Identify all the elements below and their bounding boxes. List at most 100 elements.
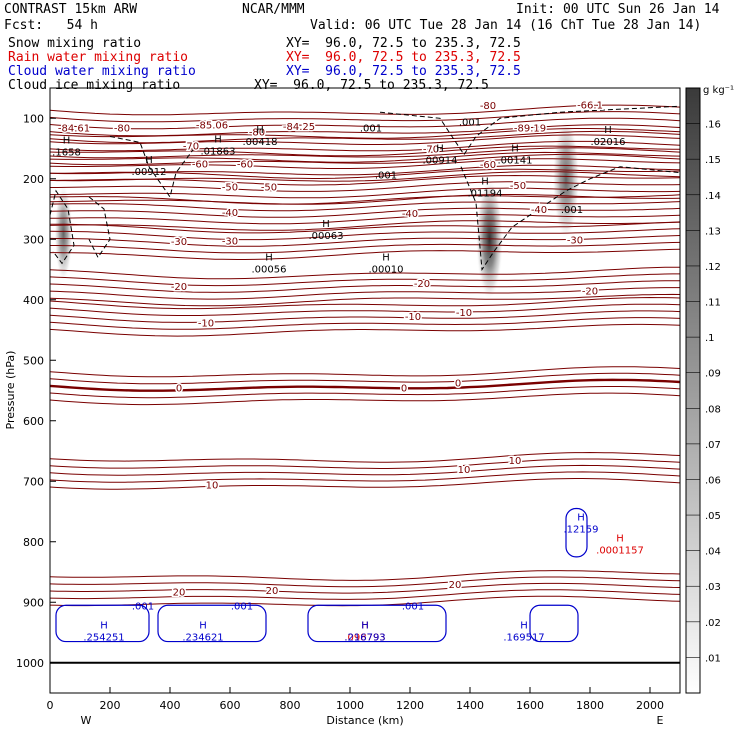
x-tick-label: 1600 (516, 699, 544, 712)
ice-contour-label: .001 (360, 123, 382, 134)
colorbar-tick-label: .04 (705, 547, 721, 558)
isotherm-label: -10 (405, 312, 421, 323)
max-marker: H (214, 134, 222, 145)
init-time: Init: 00 UTC Sun 26 Jan 14 (516, 2, 720, 17)
isotherm-label: -10 (198, 319, 214, 330)
colorbar-tick-label: .16 (705, 120, 721, 131)
cloud-water-contour (157, 604, 267, 643)
isotherm-line (50, 104, 680, 116)
max-value-label: .00418 (243, 137, 278, 148)
isotherm-line (50, 589, 680, 600)
isotherm-line (50, 293, 680, 307)
cloud-contour-label: .001 (402, 601, 424, 612)
max-value-label: .254251 (83, 633, 124, 644)
isotherm-line (50, 317, 680, 330)
isotherm-line (50, 280, 680, 293)
y-tick-label: 400 (23, 294, 44, 307)
isotherm-line (50, 174, 680, 186)
isotherm-line (50, 207, 680, 218)
x-tick-label: 1200 (396, 699, 424, 712)
y-axis-label: Pressure (hPa) (4, 351, 17, 430)
max-value-label: .01863 (201, 146, 236, 157)
x-tick-label: 1000 (336, 699, 364, 712)
colorbar (685, 87, 701, 694)
max-value-label: .00063 (309, 231, 344, 242)
isotherm-line (50, 128, 680, 139)
y-tick-label: 500 (23, 354, 44, 367)
isotherm-line (50, 266, 680, 280)
max-value-label: .01194 (468, 189, 503, 200)
isotherm-line (50, 287, 680, 300)
isotherm-label: -50 (261, 183, 277, 194)
colorbar-tick-label: .06 (705, 475, 721, 486)
max-marker: H (322, 219, 330, 230)
east-label: E (657, 714, 664, 727)
max-value-label: .00141 (498, 155, 533, 166)
cloud-legend-xy: XY= 96.0, 72.5 to 235.3, 72.5 (286, 64, 521, 79)
max-value-label: .00914 (423, 155, 458, 166)
x-tick-label: 1400 (456, 699, 484, 712)
max-marker: H (481, 177, 489, 188)
isotherm-line (50, 134, 680, 145)
isotherm-line (50, 273, 680, 287)
ice-legend-xy: XY= 96.0, 72.5 to 235.3, 72.5 (254, 78, 489, 93)
colorbar-tick-label: .1 (705, 333, 715, 344)
snow-cell (552, 118, 580, 240)
ice-contour (50, 189, 75, 265)
max-marker: H (145, 155, 153, 166)
max-marker: H (511, 143, 519, 154)
colorbar-tick-label: .09 (705, 369, 721, 380)
isotherm-line (50, 386, 680, 399)
isotherm-label: 10 (206, 480, 219, 491)
max-value-label: .216793 (344, 633, 385, 644)
colorbar-tick-label: .05 (705, 511, 721, 522)
ice-contour (88, 196, 111, 259)
y-tick-label: 600 (23, 415, 44, 428)
y-tick-label: 200 (23, 173, 44, 186)
cloud-contour-label: .001 (132, 601, 154, 612)
isotherm-line (50, 117, 680, 130)
org-label: NCAR/MMM (242, 2, 305, 17)
max-marker: H (577, 512, 585, 523)
ice-legend-label: Cloud ice mixing ratio (8, 78, 181, 93)
isotherm-line (50, 221, 680, 234)
valid-time: Valid: 06 UTC Tue 28 Jan 14 (16 ChT Tue … (310, 18, 702, 33)
ice-contour-label: .001 (561, 205, 583, 216)
ice-contour (109, 135, 195, 199)
isotherm-label: -80 (480, 101, 496, 112)
isotherm-line (50, 570, 680, 581)
isotherm-label: -60 (480, 160, 496, 171)
rain-legend-label: Rain water mixing ratio (8, 50, 189, 65)
y-tick-label: 800 (23, 536, 44, 549)
max-value-label: .0001157 (596, 546, 644, 557)
ice-contour (379, 105, 680, 156)
y-tick-label: 700 (23, 475, 44, 488)
cloud-water-contour (307, 604, 447, 643)
isotherm-line (50, 158, 680, 169)
max-marker: H (361, 621, 369, 632)
isotherm-label: -80 (114, 123, 130, 134)
isotherm-line (50, 582, 680, 594)
isotherm-label: 0 (455, 379, 461, 390)
colorbar-tick-label: .01 (705, 653, 721, 664)
isotherm-line (50, 151, 680, 163)
isotherm-label: -30 (222, 236, 238, 247)
max-marker: H (361, 621, 369, 632)
isotherm-label: -80 (249, 128, 265, 139)
max-value-label: .00056 (252, 264, 287, 275)
isotherm-line (50, 168, 680, 179)
max-marker: H (520, 621, 528, 632)
isotherm-line (50, 464, 680, 476)
max-value-label: .234621 (182, 633, 223, 644)
colorbar-tick-label: .03 (705, 582, 721, 593)
max-value-label: .098793 (344, 633, 385, 644)
isotherm-line (50, 451, 680, 463)
cloud-water-contour (55, 604, 150, 643)
x-tick-label: 0 (47, 699, 54, 712)
snow-cell (54, 184, 73, 282)
isotherm-line (50, 181, 680, 192)
y-tick-label: 300 (23, 233, 44, 246)
isotherm-line (50, 147, 680, 159)
isotherm-label: -30 (567, 235, 583, 246)
